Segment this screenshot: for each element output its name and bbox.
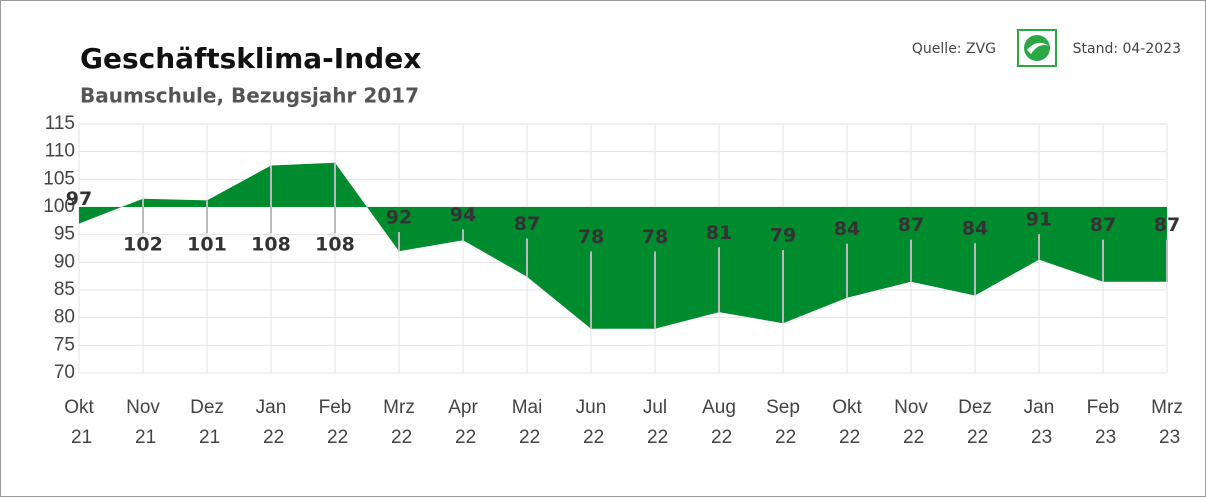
x-tick-label: Okt 21: [64, 397, 94, 448]
y-tick-label: 110: [45, 141, 75, 162]
data-label: 94: [450, 204, 476, 226]
y-tick-label: 75: [54, 334, 75, 355]
y-tick-label: 90: [54, 251, 75, 272]
x-tick-label: Jan 23: [1024, 397, 1055, 448]
date: Stand: 04-2023: [1073, 41, 1181, 57]
data-label: 108: [251, 234, 291, 256]
y-tick-label: 70: [54, 362, 75, 383]
data-label: 108: [315, 234, 355, 256]
data-label: 101: [187, 234, 227, 256]
x-tick-label: Mrz 23: [1151, 397, 1183, 448]
data-label: 97: [66, 188, 92, 210]
y-tick-label: 95: [54, 224, 75, 245]
x-tick-label: Jun 22: [576, 397, 607, 448]
data-label: 84: [962, 218, 988, 240]
data-label: 78: [578, 226, 604, 248]
x-tick-label: Sep 22: [766, 397, 800, 448]
y-tick-label: 85: [54, 279, 75, 300]
data-label: 87: [514, 213, 540, 235]
data-label: 87: [898, 214, 924, 236]
x-tick-label: Aug 22: [702, 397, 736, 448]
chart-subtitle: Baumschule, Bezugsjahr 2017: [80, 84, 419, 108]
data-label: 78: [642, 226, 668, 248]
source: Quelle: ZVG: [912, 41, 996, 57]
data-label: 81: [706, 222, 732, 244]
area: [79, 162, 1167, 329]
x-tick-label: Dez 22: [958, 397, 992, 448]
data-label: 87: [1154, 214, 1180, 236]
data-label: 79: [770, 225, 796, 247]
data-label: 102: [123, 234, 163, 256]
data-label: 84: [834, 218, 860, 240]
x-tick-label: Jan 22: [256, 397, 287, 448]
x-tick-label: Mrz 22: [383, 397, 415, 448]
x-tick-label: Feb 22: [319, 397, 352, 448]
x-tick-label: Nov 21: [126, 397, 160, 448]
logo: [1017, 29, 1057, 67]
x-tick-label: Apr 22: [448, 397, 478, 448]
y-tick-label: 115: [45, 113, 75, 134]
x-tick-label: Nov 22: [894, 397, 928, 448]
x-tick-label: Jul 22: [642, 397, 668, 448]
x-tick-label: Dez 21: [190, 397, 224, 448]
x-tick-label: Feb 23: [1087, 397, 1120, 448]
y-tick-label: 80: [54, 307, 75, 328]
x-tick-label: Mai 22: [512, 397, 543, 448]
data-label: 92: [386, 207, 412, 229]
chart-title: Geschäftsklima-Index: [80, 42, 421, 75]
x-tick-label: Okt 22: [832, 397, 862, 448]
y-tick-label: 100: [43, 196, 75, 217]
y-tick-label: 105: [43, 168, 75, 189]
data-label: 91: [1026, 209, 1052, 231]
data-label: 87: [1090, 214, 1116, 236]
